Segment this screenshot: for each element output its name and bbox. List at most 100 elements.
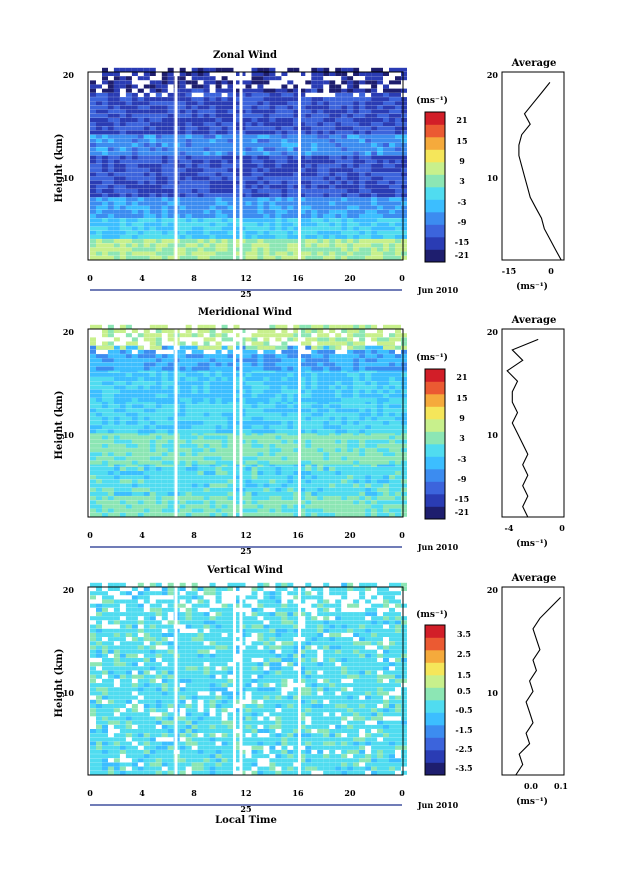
heatmap-cell <box>197 358 204 363</box>
heatmap-cell <box>299 201 306 206</box>
heatmap-cell <box>401 381 407 386</box>
heatmap-cell <box>221 184 228 189</box>
heatmap-cell <box>257 214 264 218</box>
heatmap-cell <box>102 435 108 440</box>
heatmap-cell <box>335 439 342 444</box>
heatmap-cell <box>125 349 132 354</box>
heatmap-cell <box>299 487 306 492</box>
heatmap-cell <box>245 113 252 118</box>
heatmap-cell <box>233 214 240 218</box>
heatmap-cell <box>389 155 395 160</box>
heatmap-cell <box>287 126 294 131</box>
heatmap-cell <box>281 122 288 127</box>
heatmap-cell <box>359 172 366 177</box>
colorbar-segment <box>425 212 445 225</box>
heatmap-cell <box>263 134 270 139</box>
heatmap-cell <box>383 151 389 156</box>
heatmap-cell <box>227 189 234 193</box>
heatmap-cell <box>395 466 401 471</box>
heatmap-cell <box>155 234 162 239</box>
heatmap-cell <box>251 385 258 390</box>
heatmap-cell <box>401 113 407 118</box>
heatmap-cell <box>347 500 354 505</box>
heatmap-cell <box>329 234 336 239</box>
heatmap-cell <box>221 197 228 202</box>
heatmap-cell <box>209 448 216 453</box>
heatmap-cell <box>96 172 102 177</box>
heatmap-cell <box>275 130 282 135</box>
heatmap-cell <box>389 345 395 350</box>
heatmap-cell <box>131 155 138 160</box>
plot-frame <box>87 328 404 518</box>
heatmap-cell <box>293 385 300 390</box>
heatmap-cell <box>251 80 258 85</box>
heatmap-cell <box>389 163 395 168</box>
heatmap-cell <box>395 226 401 231</box>
heatmap-cell <box>287 214 294 218</box>
heatmap-cell <box>149 138 156 143</box>
heatmap-cell <box>401 508 407 513</box>
heatmap-cell <box>275 168 282 173</box>
heatmap-cell <box>317 118 324 122</box>
heatmap-cell <box>311 222 318 227</box>
heatmap-cell <box>197 504 204 509</box>
heatmap-cell <box>401 349 407 354</box>
heatmap-cell <box>281 452 288 457</box>
heatmap-cell <box>257 193 264 198</box>
heatmap-cell <box>185 435 192 440</box>
heatmap-cell <box>275 222 282 227</box>
heatmap-cell <box>263 456 270 461</box>
heatmap-cell <box>389 138 395 143</box>
heatmap-cell <box>317 341 324 346</box>
heatmap-cell <box>257 435 264 440</box>
heatmap-cell <box>215 425 222 430</box>
heatmap-cell <box>263 412 270 417</box>
heatmap-cell <box>209 496 216 501</box>
heatmap-cell <box>119 234 126 239</box>
heatmap-cell <box>353 72 360 76</box>
heatmap-cell <box>167 101 174 106</box>
colorbar-segment <box>425 162 445 175</box>
heatmap-cell <box>125 483 132 488</box>
heatmap-cell <box>191 138 198 143</box>
heatmap-cell <box>102 143 108 147</box>
heatmap-cell <box>125 408 132 413</box>
heatmap-cell <box>395 412 401 417</box>
heatmap-cell <box>125 462 132 467</box>
heatmap-cell <box>365 500 372 505</box>
heatmap-cell <box>305 143 312 147</box>
heatmap-cell <box>311 425 318 430</box>
heatmap-cell <box>221 163 228 168</box>
heatmap-cell <box>335 138 342 143</box>
heatmap-cell <box>197 416 204 421</box>
heatmap-cell <box>191 209 198 214</box>
heatmap-cell <box>401 389 407 394</box>
heatmap-cell <box>377 101 383 106</box>
heatmap-cell <box>293 239 300 244</box>
heatmap-cell <box>359 130 366 135</box>
heatmap-cell <box>233 452 240 457</box>
heatmap-cell <box>305 122 312 127</box>
avg-x-tick: 0 <box>548 266 554 276</box>
heatmap-cell <box>341 512 348 517</box>
heatmap-cell <box>287 163 294 168</box>
heatmap-cell <box>125 101 132 106</box>
heatmap-cell <box>311 324 318 329</box>
heatmap-cell <box>347 243 354 248</box>
heatmap-cell <box>131 109 138 114</box>
heatmap-cell <box>383 439 389 444</box>
heatmap-cell <box>209 226 216 231</box>
heatmap-cell <box>90 197 96 202</box>
heatmap-cell <box>227 366 234 371</box>
heatmap-cell <box>263 372 270 377</box>
heatmap-cell <box>143 138 150 143</box>
heatmap-cell <box>317 460 324 465</box>
heatmap-cell <box>275 218 282 223</box>
heatmap-cell <box>215 368 222 373</box>
heatmap-cell <box>347 368 354 373</box>
heatmap-cell <box>221 67 228 72</box>
heatmap-cell <box>227 97 234 102</box>
heatmap-cell <box>383 84 389 89</box>
heatmap-cell <box>131 230 138 235</box>
